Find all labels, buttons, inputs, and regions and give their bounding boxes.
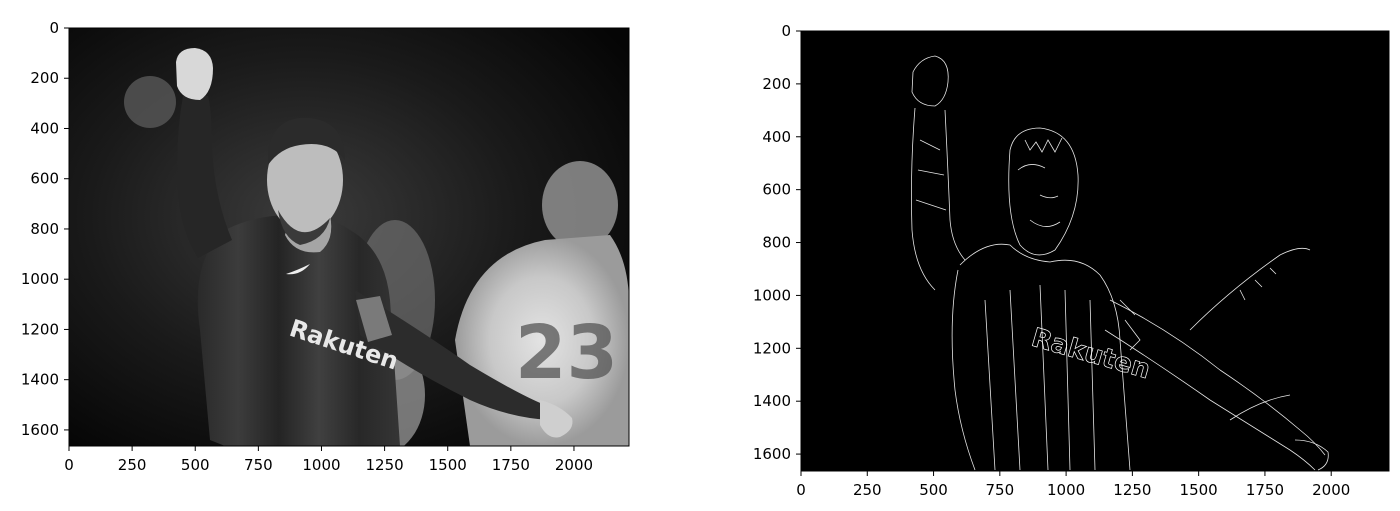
right-x-tick-label: 500 [919, 481, 948, 499]
right-x-tick-label: 0 [796, 481, 806, 499]
right-x-tick-label: 1750 [1246, 481, 1284, 499]
left-y-tick-label: 1000 [21, 270, 59, 288]
right-x-tick-label: 1000 [1047, 481, 1085, 499]
right-y-tick-label: 1200 [753, 339, 791, 357]
right-y-tick-label: 1000 [753, 286, 791, 304]
left-x-tick-label: 1250 [366, 456, 404, 474]
right-y-tick-label: 600 [762, 181, 791, 199]
left-x-tick-label: 750 [244, 456, 273, 474]
right-y-axis: 0 200 400 600 800 1000 1200 1400 1600 [753, 22, 801, 463]
background-player-number: 23 [515, 310, 618, 396]
left-y-tick-label: 1200 [21, 320, 59, 338]
canny-edge-map-panel: Rakuten 0 250 500 750 1000 1250 1500 1750 2000 0… [753, 22, 1390, 499]
right-x-axis: 0 250 500 750 1000 1250 1500 1750 2000 [796, 471, 1350, 499]
left-x-tick-label: 2000 [555, 456, 593, 474]
left-y-tick-label: 0 [49, 19, 59, 37]
left-y-tick-label: 1600 [21, 421, 59, 439]
right-x-tick-label: 250 [853, 481, 882, 499]
left-y-tick-label: 600 [30, 170, 59, 188]
left-x-tick-label: 500 [181, 456, 210, 474]
left-y-tick-label: 400 [30, 119, 59, 137]
left-x-tick-label: 1750 [492, 456, 530, 474]
right-axes-frame [800, 30, 1390, 472]
left-y-tick-label: 200 [30, 69, 59, 87]
left-x-tick-label: 250 [118, 456, 147, 474]
left-x-tick-label: 1000 [302, 456, 340, 474]
right-y-tick-label: 0 [781, 22, 791, 40]
left-x-axis: 0 250 500 750 1000 1250 1500 1750 2000 [64, 446, 593, 474]
left-axes-frame [68, 27, 630, 447]
left-x-tick-label: 0 [64, 456, 74, 474]
left-x-tick-label: 1500 [429, 456, 467, 474]
right-x-tick-label: 750 [986, 481, 1015, 499]
right-y-tick-label: 400 [762, 128, 791, 146]
left-y-tick-label: 800 [30, 220, 59, 238]
right-y-tick-label: 1400 [753, 392, 791, 410]
grayscale-image-panel: 23 Rakuten [21, 19, 630, 474]
right-x-tick-label: 1250 [1113, 481, 1151, 499]
right-y-tick-label: 200 [762, 75, 791, 93]
grayscale-photo: 23 Rakuten [69, 28, 629, 446]
left-y-axis: 0 200 400 600 800 1000 1200 1400 1600 [21, 19, 69, 439]
right-x-tick-label: 2000 [1312, 481, 1350, 499]
left-y-tick-label: 1400 [21, 371, 59, 389]
right-x-tick-label: 1500 [1180, 481, 1218, 499]
right-y-tick-label: 1600 [753, 445, 791, 463]
right-y-tick-label: 800 [762, 234, 791, 252]
edge-map-image: Rakuten [801, 31, 1389, 471]
